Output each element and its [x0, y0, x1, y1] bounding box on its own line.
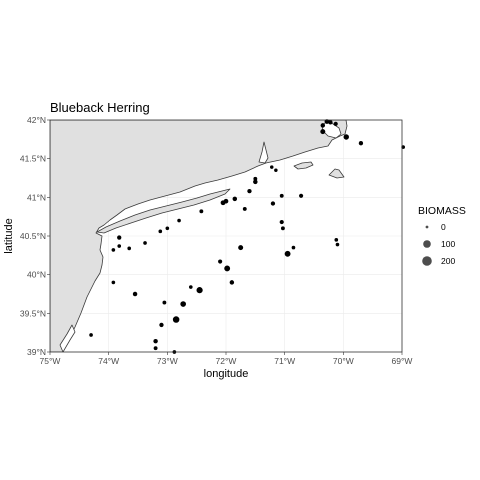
delaware-bay: [59, 324, 76, 352]
data-point: [232, 196, 238, 202]
data-point: [153, 346, 158, 351]
y-tick-label: 39°N: [27, 347, 46, 357]
data-point: [199, 209, 204, 214]
legend-key-label: 0: [441, 222, 446, 232]
data-point: [320, 123, 326, 128]
mainland: [50, 120, 348, 352]
long-island: [96, 188, 231, 234]
data-point: [111, 280, 116, 285]
legend-key-label: 100: [441, 239, 455, 249]
data-point: [111, 248, 116, 252]
data-point: [358, 141, 364, 146]
legend-key-circle: [425, 225, 429, 229]
martha-vineyard-island: [293, 161, 314, 170]
legend-title: BIOMASS: [418, 205, 466, 217]
data-point: [242, 206, 247, 211]
data-point: [270, 165, 274, 169]
data-point: [153, 338, 158, 344]
data-point: [172, 316, 180, 323]
x-tick-label: 72°W: [216, 356, 237, 366]
y-axis: 39°N 39.5°N 40°N 40.5°N 41°N 41.5°N 42°N: [20, 115, 50, 357]
data-point: [127, 246, 132, 251]
y-tick-label: 41.5°N: [20, 154, 46, 164]
data-point: [253, 179, 258, 185]
data-point: [291, 245, 296, 250]
data-point: [328, 120, 333, 125]
data-point: [224, 265, 231, 272]
data-point: [238, 245, 244, 251]
data-point: [284, 250, 291, 257]
data-point: [335, 242, 340, 247]
data-point: [218, 259, 223, 264]
x-tick-label: 71°W: [274, 356, 295, 366]
size-legend: BIOMASS 0 100 200: [418, 205, 466, 266]
y-axis-title: latitude: [3, 218, 15, 253]
x-axis-title: longitude: [204, 368, 249, 380]
x-tick-label: 74°W: [98, 356, 119, 366]
plot-panel: [49, 119, 405, 354]
data-point: [220, 200, 226, 206]
data-point: [188, 285, 193, 289]
legend-key-label: 200: [441, 256, 455, 266]
data-point: [320, 129, 326, 135]
data-point: [299, 193, 304, 198]
coastline-map: [50, 120, 348, 352]
data-point: [279, 220, 284, 225]
data-point: [270, 201, 276, 206]
y-tick-label: 40.5°N: [20, 231, 46, 241]
y-tick-label: 40°N: [27, 270, 46, 280]
data-point: [159, 322, 164, 328]
data-point: [180, 301, 186, 307]
data-point: [253, 176, 258, 181]
x-tick-label: 69°W: [392, 356, 413, 366]
data-point: [117, 244, 122, 248]
data-point: [343, 134, 349, 140]
legend-key-circle: [422, 256, 432, 266]
x-tick-label: 70°W: [333, 356, 354, 366]
x-tick-label: 73°W: [157, 356, 178, 366]
data-point: [143, 241, 147, 245]
y-tick-label: 39.5°N: [20, 308, 46, 318]
narragansett-bay: [258, 141, 269, 164]
data-point: [334, 238, 339, 242]
data-point: [279, 193, 284, 198]
y-tick-label: 42°N: [27, 115, 46, 125]
legend-key-circle: [423, 240, 431, 248]
data-point: [117, 235, 122, 240]
data-point: [158, 229, 163, 234]
plot-title: Blueback Herring: [50, 100, 150, 115]
data-point: [132, 291, 138, 297]
y-tick-label: 41°N: [27, 192, 46, 202]
data-point: [229, 280, 235, 285]
data-points: [89, 119, 405, 354]
data-point: [165, 226, 170, 231]
data-point: [333, 121, 338, 126]
x-axis: 75°W 74°W 73°W 72°W 71°W 70°W 69°W: [40, 352, 413, 366]
data-point: [162, 300, 167, 305]
x-tick-label: 75°W: [40, 356, 61, 366]
nantucket-island: [328, 168, 345, 179]
data-point: [177, 218, 181, 223]
data-point: [274, 168, 278, 173]
data-point: [280, 226, 285, 231]
data-point: [247, 188, 252, 194]
data-point: [196, 287, 203, 294]
data-point: [89, 333, 93, 337]
